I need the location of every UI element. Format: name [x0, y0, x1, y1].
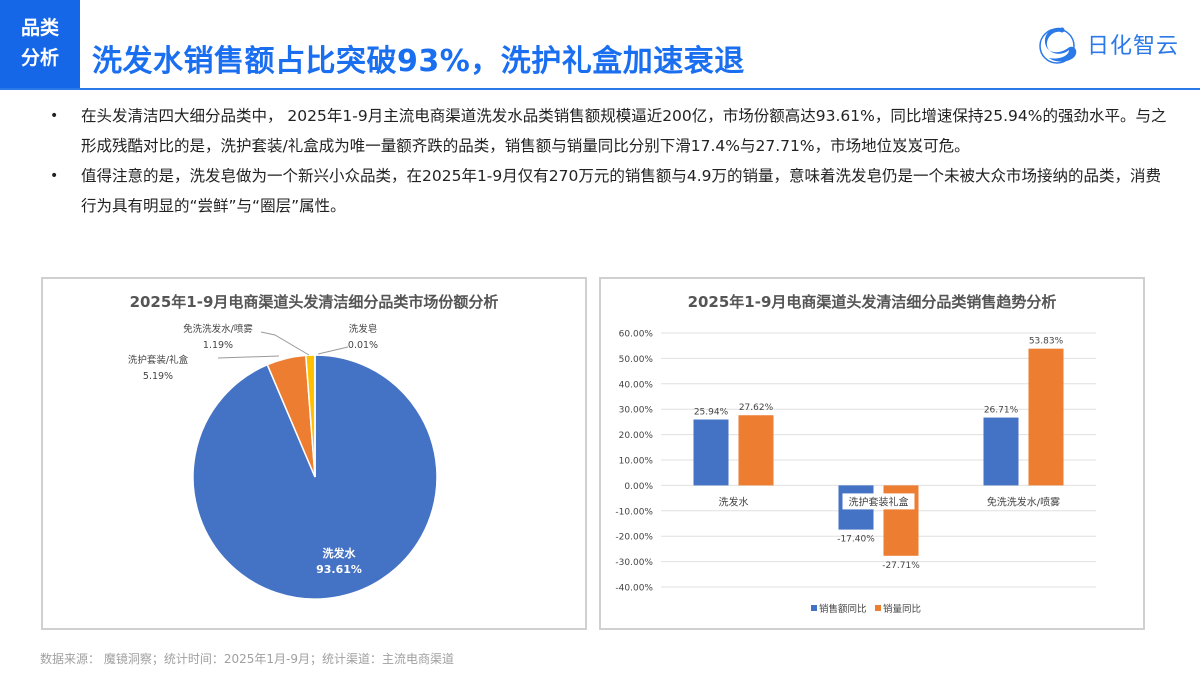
header-divider [0, 88, 1200, 90]
svg-text:销售额同比: 销售额同比 [819, 603, 867, 615]
svg-text:洗发皂: 洗发皂 [349, 323, 378, 335]
brand-logo: 日化智云 [1035, 22, 1179, 66]
svg-text:-20.00%: -20.00% [615, 533, 653, 543]
svg-text:免洗洗发水/喷雾: 免洗洗发水/喷雾 [987, 495, 1060, 508]
bullet-text: 在头发清洁四大细分品类中， 2025年1-9月主流电商渠道洗发水品类销售额规模逼… [81, 107, 1167, 155]
svg-text:40.00%: 40.00% [619, 380, 654, 390]
svg-text:洗发水: 洗发水 [323, 546, 357, 560]
svg-text:27.62%: 27.62% [739, 403, 774, 413]
market-share-pie-panel: 2025年1-9月电商渠道头发清洁细分品类市场份额分析 洗发水 93.61% 洗护套… [41, 277, 587, 630]
bullet-item: • 在头发清洁四大细分品类中， 2025年1-9月主流电商渠道洗发水品类销售额规… [40, 101, 1170, 161]
bar [693, 419, 729, 486]
svg-text:-17.40%: -17.40% [837, 535, 875, 545]
bar [1028, 348, 1064, 486]
svg-text:洗护套装礼盒: 洗护套装礼盒 [849, 495, 909, 508]
svg-text:53.83%: 53.83% [1029, 337, 1064, 347]
svg-text:-27.71%: -27.71% [882, 561, 920, 571]
bar-chart-title: 2025年1-9月电商渠道头发清洁细分品类销售趋势分析 [687, 293, 1057, 311]
bar [983, 417, 1019, 486]
section-tag: 品类 分析 [0, 0, 80, 88]
svg-text:-10.00%: -10.00% [615, 507, 653, 517]
bullet-item: • 值得注意的是，洗发皂做为一个新兴小众品类，在2025年1-9月仅有270万元… [40, 161, 1170, 221]
summary-bullets: • 在头发清洁四大细分品类中， 2025年1-9月主流电商渠道洗发水品类销售额规… [40, 101, 1170, 221]
data-source-note: 数据来源： 魔镜洞察；统计时间：2025年1月-9月；统计渠道：主流电商渠道 [40, 652, 454, 666]
sales-trend-bar-panel: 2025年1-9月电商渠道头发清洁细分品类销售趋势分析 60.00% 50.00%… [599, 277, 1145, 630]
svg-text:-30.00%: -30.00% [615, 558, 653, 568]
bullet-dot-icon: • [50, 108, 59, 124]
svg-text:销量同比: 销量同比 [883, 603, 921, 615]
svg-text:免洗洗发水/喷雾: 免洗洗发水/喷雾 [183, 323, 253, 335]
svg-text:93.61%: 93.61% [316, 563, 362, 576]
svg-text:5.19%: 5.19% [143, 371, 173, 382]
brand-name: 日化智云 [1087, 34, 1180, 59]
svg-text:1.19%: 1.19% [203, 340, 233, 351]
svg-text:60.00%: 60.00% [619, 330, 654, 340]
pie-chart: 洗发水 93.61% 洗护套装/礼盒 5.19% 免洗洗发水/喷雾 1.19% 洗发皂 0.0… [128, 323, 438, 600]
svg-text:50.00%: 50.00% [619, 355, 654, 365]
svg-text:25.94%: 25.94% [694, 408, 729, 418]
svg-text:0.01%: 0.01% [348, 340, 378, 351]
section-tag-line1: 品类 [20, 17, 59, 39]
bar [738, 415, 774, 486]
svg-text:30.00%: 30.00% [619, 406, 654, 416]
svg-text:10.00%: 10.00% [619, 457, 654, 467]
bar-chart: 60.00% 50.00% 40.00% 30.00% 20.00% 10.00% 0.00… [615, 330, 1096, 615]
bullet-dot-icon: • [50, 168, 59, 184]
svg-text:洗护套装/礼盒: 洗护套装/礼盒 [128, 354, 189, 366]
svg-text:-40.00%: -40.00% [615, 584, 653, 594]
svg-text:0.00%: 0.00% [624, 482, 653, 492]
page-title: 洗发水销售额占比突破93%，洗护礼盒加速衰退 [92, 44, 745, 79]
svg-text:20.00%: 20.00% [619, 431, 654, 441]
wave-logo-icon [1039, 27, 1077, 64]
pie-chart-title: 2025年1-9月电商渠道头发清洁细分品类市场份额分析 [129, 293, 499, 311]
svg-text:洗发水: 洗发水 [719, 495, 749, 508]
bullet-text: 值得注意的是，洗发皂做为一个新兴小众品类，在2025年1-9月仅有270万元的销… [81, 167, 1162, 215]
svg-text:26.71%: 26.71% [984, 406, 1019, 416]
section-tag-line2: 分析 [20, 47, 59, 69]
